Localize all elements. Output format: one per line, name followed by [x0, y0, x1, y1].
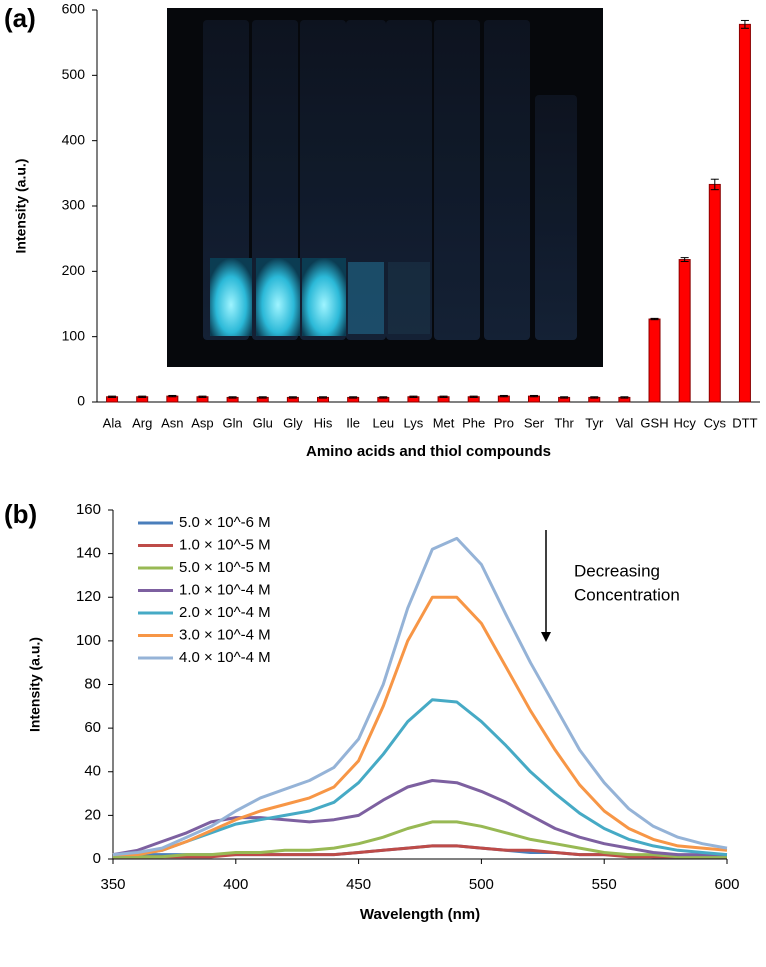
panel-label: (b) — [4, 499, 37, 529]
y-tick-label: 120 — [76, 588, 101, 605]
x-axis-title: Wavelength (nm) — [360, 906, 480, 923]
annotation-arrowhead — [541, 632, 551, 642]
y-axis-title: Intensity (a.u.) — [27, 637, 43, 732]
x-tick-label: 350 — [100, 876, 125, 893]
legend-label: 5.0 × 10^-5 M — [179, 559, 271, 576]
x-tick-label: 400 — [223, 876, 248, 893]
x-tick-label: Leu — [372, 415, 394, 430]
bar — [738, 23, 751, 403]
y-tick-label: 0 — [93, 850, 101, 867]
x-tick-label: 600 — [714, 876, 739, 893]
legend-label: 3.0 × 10^-4 M — [179, 626, 271, 643]
x-tick-label: Met — [433, 415, 455, 430]
x-tick-label: Asn — [161, 415, 183, 430]
y-tick-label: 300 — [62, 197, 86, 213]
series-line — [113, 698, 728, 857]
y-tick-label: 20 — [84, 806, 101, 823]
y-tick-label: 60 — [84, 719, 101, 736]
y-axis-title: Intensity (a.u.) — [13, 159, 29, 254]
x-tick-label: Glu — [253, 415, 273, 430]
x-tick-label: Lys — [404, 415, 424, 430]
x-tick-label: Arg — [132, 415, 152, 430]
series-line — [113, 595, 728, 857]
x-tick-label: Gln — [222, 415, 242, 430]
series-line — [112, 779, 727, 857]
y-tick-label: 600 — [62, 1, 86, 17]
y-tick-label: 100 — [62, 327, 86, 343]
y-tick-label: 140 — [76, 545, 101, 562]
x-tick-label: Asp — [191, 415, 213, 430]
x-tick-label: Tyr — [585, 415, 604, 430]
x-tick-label: His — [314, 415, 333, 430]
x-tick-label: Ile — [346, 415, 360, 430]
x-tick-label: Gly — [283, 415, 303, 430]
series-line — [113, 844, 727, 859]
y-tick-label: 400 — [62, 131, 86, 147]
x-tick-label: DTT — [732, 415, 757, 430]
x-axis-title: Amino acids and thiol compounds — [306, 443, 551, 460]
x-tick-label: 550 — [592, 876, 617, 893]
legend-label: 1.0 × 10^-4 M — [179, 581, 271, 598]
x-tick-label: 500 — [469, 876, 494, 893]
x-tick-label: Cys — [704, 415, 727, 430]
y-tick-label: 80 — [84, 675, 101, 692]
x-tick-label: 450 — [346, 876, 371, 893]
y-tick-label: 0 — [77, 393, 85, 409]
y-tick-label: 100 — [76, 632, 101, 649]
bar — [648, 318, 661, 403]
x-tick-label: Ala — [103, 415, 123, 430]
legend-label: 5.0 × 10^-6 M — [179, 514, 271, 531]
y-tick-label: 500 — [62, 66, 86, 82]
x-tick-label: Phe — [462, 415, 485, 430]
bar — [708, 183, 721, 403]
y-tick-label: 160 — [76, 501, 101, 518]
x-tick-label: Pro — [494, 415, 514, 430]
y-tick-label: 200 — [62, 262, 86, 278]
x-tick-label: Ser — [524, 415, 545, 430]
panel-label: (a) — [4, 3, 36, 33]
legend-label: 4.0 × 10^-4 M — [179, 649, 271, 666]
y-tick-label: 40 — [84, 763, 101, 780]
legend-label: 1.0 × 10^-5 M — [179, 536, 271, 553]
x-tick-label: Hcy — [673, 415, 696, 430]
inset-photo — [167, 8, 603, 367]
annotation: Concentration — [574, 585, 680, 604]
x-tick-label: Thr — [554, 415, 574, 430]
legend-label: 2.0 × 10^-4 M — [179, 604, 271, 621]
series-line — [113, 820, 727, 859]
series-line — [112, 536, 728, 857]
x-tick-label: Val — [615, 415, 633, 430]
bar — [678, 259, 691, 403]
x-tick-label: GSH — [640, 415, 668, 430]
annotation: Decreasing — [574, 561, 660, 580]
